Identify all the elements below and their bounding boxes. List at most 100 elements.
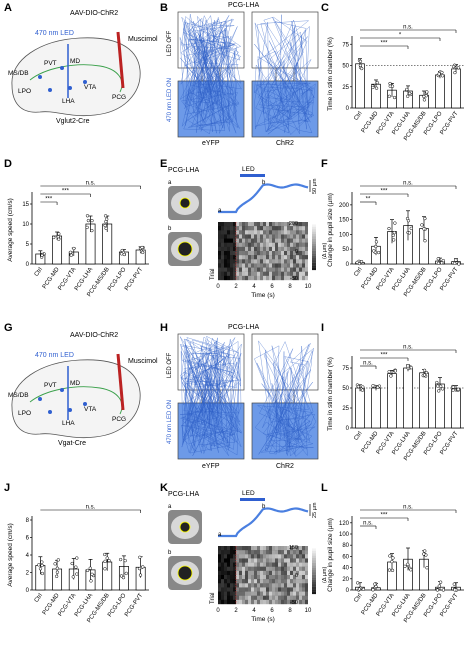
data-point bbox=[441, 258, 445, 263]
arena-eyfp-h bbox=[177, 333, 245, 460]
heatmap-cell bbox=[287, 558, 290, 563]
category-label: Ctrl bbox=[34, 593, 44, 604]
heatmap-cell bbox=[293, 558, 296, 563]
panel-e-letter: E bbox=[160, 158, 168, 170]
heatmap-cell bbox=[227, 558, 230, 563]
heatmap-cell bbox=[263, 562, 266, 567]
category-label: Ctrl bbox=[34, 267, 44, 278]
heatmap-cell bbox=[242, 566, 245, 572]
heatmap-cell bbox=[227, 238, 230, 243]
heatmap-cell bbox=[224, 546, 227, 551]
heatmap-cell bbox=[239, 230, 242, 235]
heatmap-cell bbox=[275, 222, 278, 227]
arena-trajectory bbox=[179, 335, 243, 456]
heatmap-cell bbox=[290, 226, 293, 231]
colorbar-cell bbox=[312, 238, 316, 242]
heatmap-cell bbox=[245, 570, 248, 576]
data-point bbox=[355, 260, 359, 265]
heatmap-cell bbox=[221, 570, 224, 576]
heatmap-cell bbox=[233, 591, 236, 596]
data-point bbox=[440, 387, 445, 391]
bar-chart-svg: 0 50 100 150 200 Change in pupil size (µm) Ctr… bbox=[327, 181, 464, 298]
heatmap-cell bbox=[257, 263, 260, 268]
heatmap-cell bbox=[272, 599, 275, 605]
heatmap-cell bbox=[266, 242, 269, 248]
significance-label: n.s. bbox=[86, 505, 96, 511]
data-point bbox=[425, 566, 429, 570]
data-point bbox=[103, 214, 108, 218]
heatmap-cell bbox=[284, 550, 287, 555]
heatmap-cell bbox=[266, 230, 269, 235]
trace-marker-a: a bbox=[218, 532, 222, 538]
data-point bbox=[75, 556, 79, 560]
heatmap-cell bbox=[239, 566, 242, 572]
trace-marker-b: b bbox=[262, 180, 266, 186]
heatmap-cell bbox=[233, 583, 236, 588]
heatmap-cell bbox=[290, 570, 293, 576]
heatmap-cell bbox=[236, 550, 239, 555]
heatmap-cell bbox=[233, 263, 236, 268]
heatmap-cell bbox=[281, 587, 284, 592]
heatmap-cell bbox=[227, 242, 230, 248]
data-point bbox=[409, 568, 413, 572]
colorbar-cell bbox=[312, 558, 316, 561]
heatmap-cell bbox=[221, 251, 224, 256]
heatmap-cell bbox=[281, 230, 284, 235]
heatmap-cell bbox=[296, 587, 299, 592]
pupil-circle bbox=[180, 522, 190, 532]
heatmap-cell bbox=[302, 591, 305, 596]
heatmap-cell bbox=[299, 222, 302, 227]
heatmap-cell bbox=[278, 251, 281, 256]
data-point bbox=[405, 87, 409, 92]
heatmap-cell bbox=[236, 599, 239, 605]
heatmap-cell bbox=[242, 583, 245, 588]
heatmap-cell bbox=[239, 579, 242, 584]
heatmap-cell bbox=[221, 267, 224, 272]
heatmap-cell bbox=[269, 579, 272, 584]
heatmap-cell bbox=[278, 246, 281, 252]
heatmap-cell bbox=[248, 275, 251, 281]
heatmap-cell bbox=[281, 566, 284, 572]
heatmap-cell bbox=[275, 234, 278, 239]
arena-track-plot bbox=[177, 11, 245, 138]
data-point bbox=[392, 238, 396, 242]
heatmap-cell bbox=[242, 595, 245, 601]
colorbar-unit: (Δ µm) bbox=[322, 243, 328, 259]
heatmap-cell bbox=[242, 554, 245, 559]
heatmap-cell bbox=[302, 579, 305, 584]
heatmap-cell bbox=[287, 595, 290, 601]
x-tick-label: 10 bbox=[305, 608, 312, 614]
heatmap-cell bbox=[275, 230, 278, 235]
data-point bbox=[393, 369, 398, 373]
arena-off-label: LED OFF bbox=[167, 30, 173, 56]
data-point bbox=[424, 370, 429, 375]
heatmap-cell bbox=[245, 579, 248, 584]
heatmap-cell bbox=[272, 595, 275, 601]
heatmap-cell bbox=[257, 267, 260, 272]
colorbar-cell bbox=[312, 229, 316, 232]
heatmap-cell bbox=[224, 263, 227, 268]
data-point bbox=[118, 557, 123, 562]
heatmap-cell bbox=[218, 575, 221, 580]
heatmap-cell bbox=[302, 230, 305, 235]
data-point bbox=[374, 240, 379, 244]
heatmap-cell bbox=[257, 222, 260, 227]
heatmap-cell bbox=[275, 267, 278, 272]
data-point bbox=[103, 223, 107, 228]
colorbar-cell bbox=[312, 550, 316, 554]
heatmap-cell bbox=[284, 238, 287, 243]
heatmap-cell bbox=[245, 583, 248, 588]
heatmap-cell bbox=[272, 234, 275, 239]
heatmap-cell bbox=[272, 591, 275, 596]
heatmap-cell bbox=[290, 222, 293, 227]
bar bbox=[355, 387, 365, 429]
data-point bbox=[453, 261, 457, 265]
heatmap-cell bbox=[239, 562, 242, 567]
heatmap-cell bbox=[287, 550, 290, 555]
heatmap-cell bbox=[296, 238, 299, 243]
heatmap-cell bbox=[254, 246, 257, 252]
heatmap-cell bbox=[287, 259, 290, 264]
x-tick-label: 2 bbox=[234, 608, 238, 614]
heatmap-cell bbox=[260, 566, 263, 572]
heatmap-cell bbox=[263, 587, 266, 592]
